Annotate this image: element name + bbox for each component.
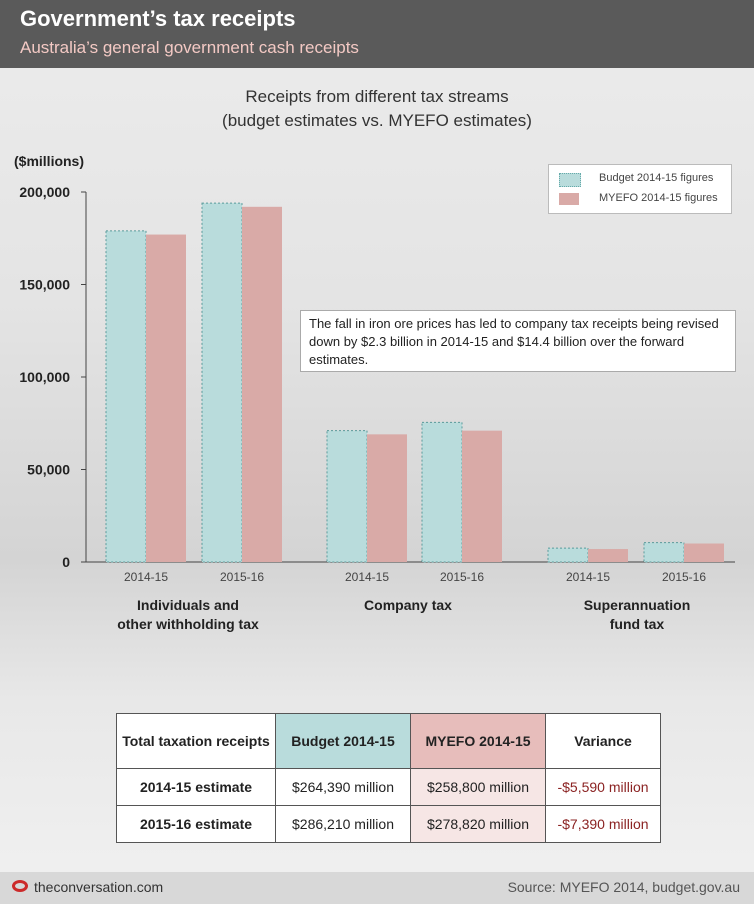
footer-source: Source: MYEFO 2014, budget.gov.au: [507, 879, 740, 895]
bar-budget: [326, 430, 368, 563]
table-row: 2014-15 estimate $264,390 million $258,8…: [116, 768, 661, 806]
page-subtitle: Australia’s general government cash rece…: [20, 38, 359, 57]
y-axis-label: ($millions): [14, 153, 84, 169]
group-label: fund tax: [610, 616, 665, 632]
table-cell: $258,800 million: [410, 768, 546, 806]
table-header-cell: Total taxation receipts: [116, 713, 276, 769]
bar-budget: [105, 230, 147, 563]
bar-chart: ($millions) 0 50,000 100,000 150,000 200,000 2…: [14, 153, 735, 632]
x-tick-label: 2015-16: [220, 570, 264, 584]
chart-title: Receipts from different tax streams: [245, 87, 509, 106]
page-title: Government’s tax receipts: [20, 6, 296, 31]
table-header-cell: Budget 2014-15: [275, 713, 411, 769]
table-cell: $278,820 million: [410, 805, 546, 843]
bar-budget: [643, 542, 685, 563]
table-row: 2015-16 estimate $286,210 million $278,8…: [116, 805, 661, 843]
bar-myefo: [462, 430, 502, 562]
legend-label-budget: Budget 2014-15 figures: [599, 172, 714, 184]
table-cell: $264,390 million: [275, 768, 411, 806]
group-label: Superannuation: [584, 597, 691, 613]
chart-annotation: The fall in iron ore prices has led to c…: [300, 310, 736, 372]
table-row-header: 2014-15 estimate: [116, 768, 276, 806]
table-header-cell: MYEFO 2014-15: [410, 713, 546, 769]
bar-myefo: [588, 549, 628, 562]
table-cell: $286,210 million: [275, 805, 411, 843]
footer: theconversation.com Source: MYEFO 2014, …: [0, 872, 754, 904]
bar-myefo: [684, 543, 724, 562]
chart-subtitle: (budget estimates vs. MYEFO estimates): [222, 111, 532, 130]
x-tick-label: 2014-15: [124, 570, 168, 584]
y-tick-label: 50,000: [27, 462, 70, 478]
table-header-cell: Variance: [545, 713, 661, 769]
y-tick-label: 200,000: [19, 184, 70, 200]
legend-label-myefo: MYEFO 2014-15 figures: [599, 192, 718, 204]
chart-legend: Budget 2014-15 figures MYEFO 2014-15 fig…: [548, 164, 732, 214]
table-row-header: 2015-16 estimate: [116, 805, 276, 843]
bar-budget: [421, 421, 463, 563]
x-tick-label: 2015-16: [662, 570, 706, 584]
table-cell: -$7,390 million: [545, 805, 661, 843]
bar-budget: [547, 547, 589, 563]
bar-budget: [201, 202, 243, 563]
x-tick-label: 2014-15: [345, 570, 389, 584]
group-label: Individuals and: [137, 597, 239, 613]
x-tick-label: 2015-16: [440, 570, 484, 584]
table-cell: -$5,590 million: [545, 768, 661, 806]
bar-myefo: [146, 234, 186, 563]
x-tick-label: 2014-15: [566, 570, 610, 584]
y-tick-label: 100,000: [19, 369, 70, 385]
conversation-logo-icon: [12, 880, 28, 892]
bar-myefo: [367, 434, 407, 562]
table-header-row: Total taxation receipts Budget 2014-15 M…: [116, 713, 661, 769]
group-label: Company tax: [364, 597, 452, 613]
group-label: other withholding tax: [117, 616, 259, 632]
bar-myefo: [242, 206, 282, 563]
y-tick-label: 150,000: [19, 277, 70, 293]
footer-brand: theconversation.com: [34, 879, 164, 895]
y-tick-label: 0: [62, 554, 70, 570]
legend-swatch-myefo: [559, 193, 579, 205]
header-banner: Government’s tax receipts Australia’s ge…: [0, 0, 754, 68]
legend-swatch-budget: [559, 173, 581, 187]
receipts-table: Total taxation receipts Budget 2014-15 M…: [116, 713, 661, 843]
